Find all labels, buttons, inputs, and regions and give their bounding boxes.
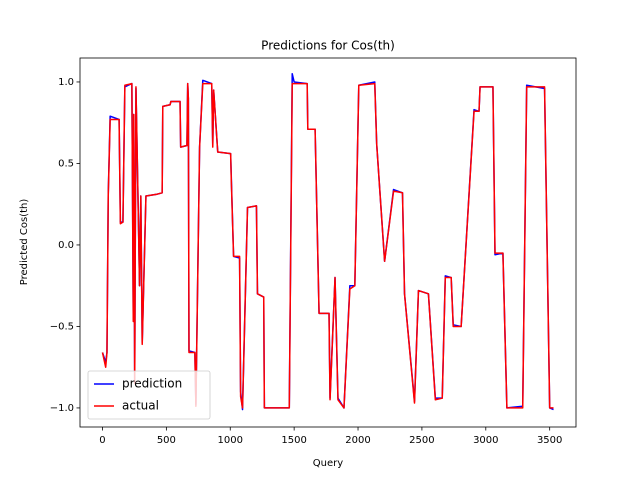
x-tick-label: 1000	[218, 435, 243, 446]
x-tick-label: 3500	[537, 435, 562, 446]
chart-title: Predictions for Cos(th)	[261, 39, 395, 53]
legend-label: actual	[122, 399, 159, 413]
y-tick-label: 1.0	[58, 77, 74, 88]
x-tick-label: 2000	[345, 435, 370, 446]
y-tick-label: −1.0	[50, 403, 74, 414]
y-axis-label: Predicted Cos(th)	[19, 199, 30, 286]
x-tick-label: 0	[99, 435, 105, 446]
x-tick-label: 3000	[473, 435, 498, 446]
y-tick-label: −0.5	[50, 321, 74, 332]
x-tick-label: 2500	[409, 435, 434, 446]
legend-label: prediction	[122, 377, 182, 391]
y-tick-label: 0.0	[58, 240, 74, 251]
series-line	[101, 82, 554, 409]
x-axis-label: Query	[313, 458, 343, 469]
legend-box	[87, 370, 211, 420]
x-tick-label: 1500	[281, 435, 306, 446]
axes-frame	[79, 57, 577, 428]
y-tick-label: 0.5	[58, 158, 74, 169]
x-tick-label: 500	[157, 435, 176, 446]
